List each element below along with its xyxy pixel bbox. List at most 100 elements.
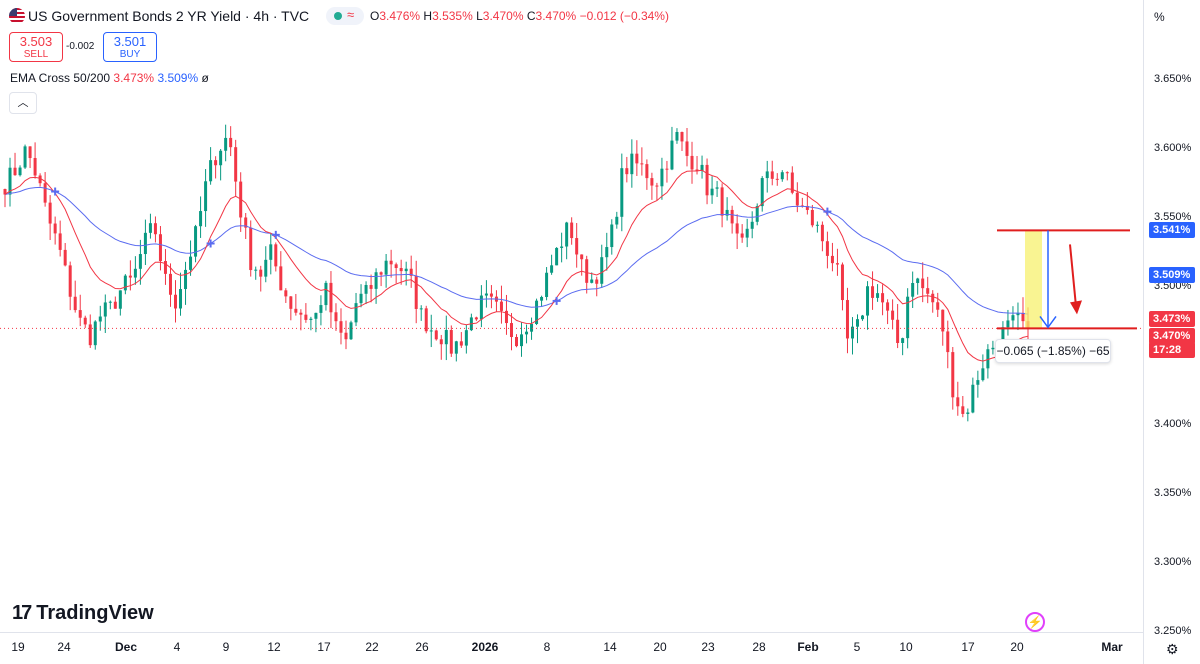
candle-body [499,301,503,311]
candle-body [986,349,990,369]
settings-gear-icon[interactable]: ⚙ [1166,641,1179,657]
candle-body [464,330,468,346]
candle-body [404,268,408,272]
x-tick-label: 2026 [471,640,499,654]
x-tick-label: 17 [961,640,975,654]
candle-body [214,160,218,166]
candle-body [931,293,935,303]
candle-body [755,206,759,222]
measure-arrow-head [1039,315,1057,329]
x-tick-label: 17 [317,640,331,654]
x-tick-label: 4 [173,640,181,654]
ema-cross-marker [552,296,561,305]
candle-body [625,168,629,175]
candle-body [189,256,193,270]
lightning-icon[interactable]: ⚡ [1025,612,1045,632]
candle-body [620,168,624,217]
candle-body [334,312,338,322]
indicator-legend[interactable]: EMA Cross 50/200 3.473% 3.509% ø [10,71,209,85]
candle-body [264,259,268,277]
candle-body [424,308,428,332]
candle-body [845,300,849,339]
candle-body [224,137,228,151]
candle-body [58,233,62,250]
candle-body [414,275,418,309]
candle-body [936,302,940,310]
sell-price: 3.503 [19,34,53,49]
ema50-line [4,169,1029,362]
symbol-title[interactable]: US Government Bonds 2 YR Yield · 4h · TV… [28,8,310,24]
sell-button[interactable]: 3.503 SELL [9,32,63,62]
candle-body [153,223,157,235]
x-tick-label: Mar [1101,640,1123,654]
candle-body [324,282,328,306]
x-tick-label: 10 [899,640,913,654]
candle-body [520,334,524,347]
candle-body [269,244,273,260]
candle-body [83,317,87,325]
candle-body [63,249,67,266]
candle-body [570,222,574,239]
candle-body [98,316,102,322]
open-key: O [370,9,380,23]
candle-body [650,178,654,186]
candle-body [349,322,353,340]
buy-price: 3.501 [113,34,147,49]
candle-body [580,254,584,260]
red-arrow-head [1070,300,1082,315]
candle-body [439,339,443,345]
last-price-label: 3.470% [1149,328,1195,345]
ema-cross-marker [271,230,280,239]
ema-cross-marker [51,187,60,196]
candle-body [610,224,614,248]
y-tick-label: 3.500% [1154,280,1192,292]
candle-body [675,131,679,141]
candle-body [284,290,288,297]
market-open-dot-icon [334,12,342,20]
candle-body [866,286,870,316]
candle-body [856,319,859,327]
x-tick-label: 12 [267,640,281,654]
candle-body [209,160,213,182]
red-arrow-line[interactable] [1069,244,1077,307]
candle-body [840,264,844,301]
candle-body [339,321,343,333]
buy-button[interactable]: 3.501 BUY [103,32,157,62]
x-tick-label: Dec [114,640,138,654]
candle-body [891,310,895,320]
candle-body [550,265,554,273]
candle-body [815,224,819,226]
candle-body [48,202,52,224]
candle-body [294,308,298,313]
candle-body [921,278,925,289]
ema200-value: 3.509% [157,71,199,85]
candle-body [143,232,147,255]
candle-body [118,290,122,309]
candle-body [615,216,619,225]
candle-body [274,244,278,267]
candle-body [354,303,358,323]
ema50-value: 3.473% [113,71,155,85]
price-scale-unit[interactable]: % [1154,10,1165,24]
tradingview-logo[interactable]: 17 TradingView [12,602,154,625]
candle-body [820,224,824,242]
candle-body [279,266,283,291]
candle-body [881,293,885,303]
low-key: L [476,9,483,23]
candle-body [479,295,483,320]
candle-body [184,269,188,290]
collapse-legend-chevron-up-icon[interactable]: ︿ [9,92,37,114]
candle-body [509,323,513,338]
ema50-price-label: 3.473% [1149,311,1195,328]
x-tick-label: 22 [365,640,379,654]
hidden-eye-icon[interactable]: ø [201,71,209,85]
market-status-pill[interactable] [326,7,364,25]
candle-body [314,312,318,319]
candle-body [379,272,383,275]
candle-body [906,296,910,339]
candle-body [590,279,594,283]
candle-body [665,168,669,170]
spread-value: -0.002 [66,41,95,52]
candles [3,124,1030,422]
